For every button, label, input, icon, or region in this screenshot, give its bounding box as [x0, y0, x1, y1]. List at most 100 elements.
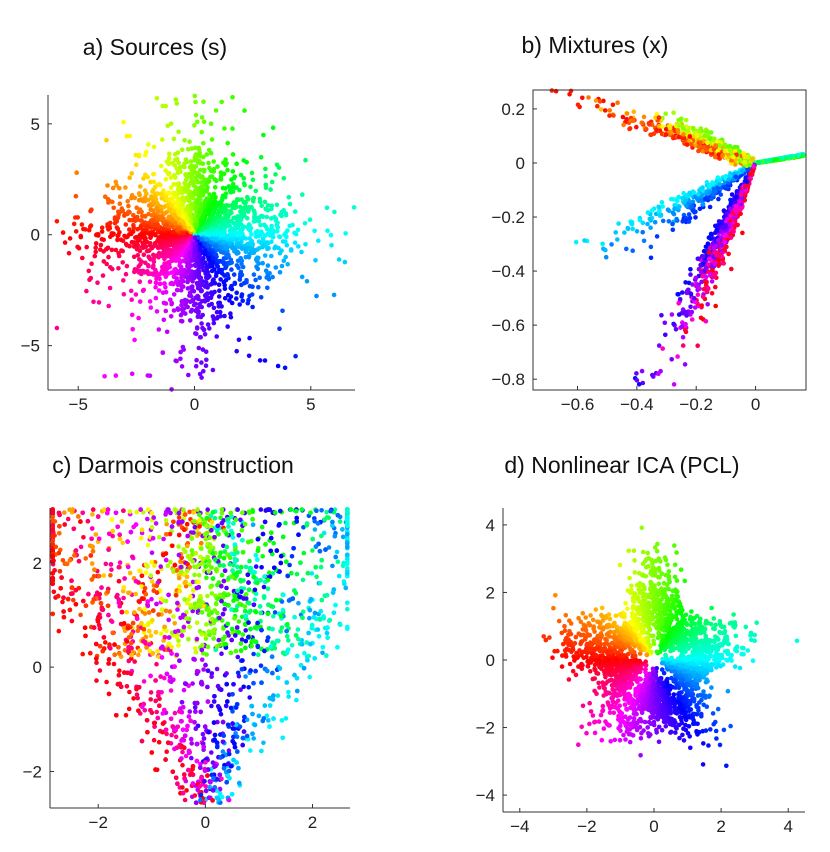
- scatter-point: [123, 222, 129, 227]
- scatter-point: [159, 216, 165, 222]
- scatter-point: [284, 234, 289, 240]
- scatter-point: [220, 185, 226, 191]
- scatter-point: [229, 283, 234, 289]
- scatter-point: [285, 262, 291, 267]
- scatter-point: [192, 123, 197, 128]
- scatter-point: [645, 210, 651, 215]
- scatter-point: [86, 268, 92, 274]
- scatter-point: [259, 203, 265, 208]
- scatter-point: [216, 268, 222, 273]
- scatter-point: [351, 205, 357, 210]
- scatter-point: [218, 174, 224, 179]
- scatter-point: [250, 304, 255, 310]
- scatter-point: [178, 264, 184, 270]
- scatter-point: [91, 299, 96, 305]
- scatter-point: [273, 172, 278, 177]
- scatter-point: [728, 235, 734, 240]
- scatter-point: [631, 109, 637, 114]
- scatter-point: [166, 214, 172, 220]
- scatter-point: [221, 250, 226, 255]
- scatter-point: [142, 231, 148, 236]
- scatter-point: [160, 242, 165, 247]
- scatter-point: [205, 180, 211, 185]
- scatter-point: [185, 286, 191, 291]
- scatter-point: [131, 254, 137, 260]
- scatter-point: [163, 308, 169, 314]
- scatter-point: [178, 287, 184, 293]
- scatter-point: [213, 252, 219, 257]
- scatter-point: [151, 222, 157, 228]
- scatter-point: [148, 257, 153, 262]
- scatter-point: [243, 247, 249, 252]
- scatter-point: [691, 125, 696, 131]
- scatter-point: [313, 258, 318, 263]
- scatter-point: [216, 259, 222, 264]
- scatter-point: [184, 159, 190, 165]
- scatter-point: [234, 185, 239, 190]
- scatter-point: [207, 261, 212, 267]
- scatter-point: [183, 177, 189, 183]
- scatter-point: [740, 230, 745, 236]
- scatter-point: [192, 246, 198, 252]
- scatter-point: [640, 220, 646, 226]
- scatter-point: [236, 250, 241, 256]
- scatter-point: [682, 362, 688, 367]
- scatter-point: [648, 244, 654, 250]
- scatter-point: [624, 246, 629, 252]
- scatter-point: [259, 241, 264, 246]
- scatter-point: [110, 266, 115, 272]
- scatter-point: [256, 246, 262, 251]
- scatter-point: [250, 196, 256, 202]
- scatter-point: [117, 201, 123, 206]
- scatter-point: [265, 246, 270, 252]
- scatter-point: [106, 254, 111, 260]
- scatter-point: [221, 220, 227, 226]
- scatter-point: [144, 239, 150, 245]
- x-tick-label: 5: [306, 395, 315, 414]
- scatter-point: [160, 137, 165, 142]
- scatter-point: [750, 156, 755, 162]
- scatter-point: [133, 152, 138, 158]
- scatter-point: [284, 242, 290, 248]
- scatter-point: [86, 227, 92, 233]
- scatter-point: [209, 137, 215, 142]
- scatter-point: [299, 249, 304, 255]
- scatter-point: [120, 260, 125, 265]
- scatter-point: [210, 314, 216, 319]
- scatter-point: [286, 194, 292, 200]
- scatter-point: [151, 231, 157, 237]
- scatter-point: [248, 184, 253, 190]
- scatter-point: [234, 348, 239, 354]
- scatter-point: [172, 220, 178, 226]
- scatter-point: [682, 327, 688, 333]
- y-tick-label: 0: [31, 226, 40, 245]
- scatter-point: [644, 126, 649, 132]
- scatter-point: [166, 155, 172, 161]
- scatter-point: [117, 185, 122, 191]
- scatter-point: [201, 119, 207, 124]
- scatter-point: [698, 262, 703, 268]
- scatter-point: [207, 326, 212, 331]
- scatter-point: [287, 201, 293, 207]
- scatter-point: [198, 207, 203, 213]
- scatter-point: [185, 264, 190, 269]
- scatter-point: [152, 184, 158, 190]
- scatter-point: [622, 230, 627, 235]
- scatter-point: [127, 175, 132, 180]
- scatter-point: [67, 236, 73, 241]
- scatter-point: [78, 234, 84, 240]
- scatter-point: [190, 194, 195, 200]
- scatter-point: [163, 103, 168, 109]
- scatter-point: [192, 93, 198, 99]
- panel-b-title: b) Mixtures (x): [522, 32, 669, 58]
- scatter-point: [151, 179, 157, 185]
- scatter-point: [260, 231, 265, 237]
- scatter-point: [191, 289, 197, 294]
- scatter-point: [667, 125, 673, 131]
- scatter-point: [179, 147, 185, 153]
- scatter-point: [163, 195, 169, 200]
- scatter-point: [234, 161, 239, 167]
- scatter-point: [132, 242, 137, 247]
- scatter-point: [129, 312, 135, 318]
- scatter-point: [249, 292, 255, 297]
